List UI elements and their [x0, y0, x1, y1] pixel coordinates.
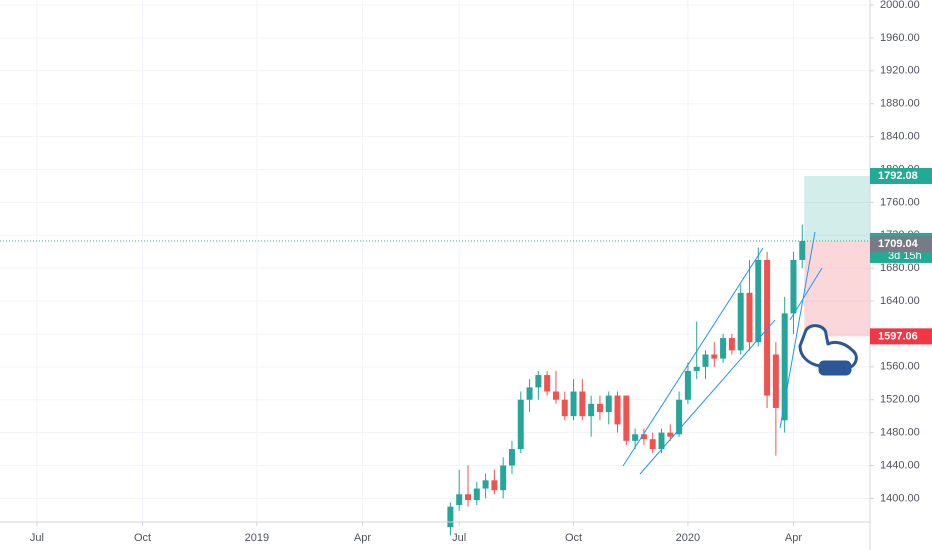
- candle-body: [632, 434, 639, 441]
- x-tick-label: 2020: [676, 532, 700, 544]
- trend-line: [622, 247, 764, 467]
- trend-lines: [622, 231, 823, 475]
- price-label: 1709.04: [878, 238, 919, 250]
- candle-body: [482, 480, 489, 489]
- candle-body: [764, 259, 771, 396]
- x-tick-label: Jul: [30, 532, 44, 544]
- y-tick-label: 1480.00: [880, 427, 920, 439]
- candle-body: [667, 432, 674, 437]
- price-label: 1597.06: [878, 330, 918, 342]
- candle-body: [702, 354, 709, 367]
- countdown-label: 3d 15h: [888, 250, 922, 262]
- candle-body: [464, 494, 471, 501]
- candle-body: [737, 292, 744, 351]
- x-tick-label: Apr: [354, 532, 371, 544]
- candle-body: [790, 259, 797, 314]
- candle-body: [711, 354, 718, 359]
- hand-shape: [798, 324, 858, 370]
- y-tick-label: 1920.00: [880, 65, 920, 77]
- candle-body: [684, 370, 691, 400]
- candle-body: [500, 465, 507, 491]
- y-tick-label: 1840.00: [880, 130, 920, 142]
- stop-zone: [804, 240, 870, 337]
- hand-icon: [798, 324, 858, 376]
- candle-body: [447, 506, 454, 528]
- x-tick-label: Oct: [565, 532, 582, 544]
- trend-line: [789, 267, 823, 321]
- candle-body: [658, 432, 665, 450]
- x-tick-label: Apr: [785, 532, 802, 544]
- price-label: 1792.08: [878, 170, 918, 182]
- candles: [447, 224, 806, 536]
- price-label-box: [870, 167, 932, 184]
- grid: [0, 0, 870, 522]
- y-tick-label: 1400.00: [880, 492, 920, 504]
- candle-body: [579, 391, 586, 417]
- trend-line: [779, 231, 816, 429]
- y-tick-label: 1560.00: [880, 361, 920, 373]
- candle-body: [772, 354, 779, 408]
- candle-body: [508, 449, 515, 466]
- candle-body: [649, 439, 656, 450]
- candle-body: [746, 292, 753, 343]
- y-tick-label: 2000.00: [880, 0, 920, 11]
- trend-line: [639, 319, 776, 475]
- candle-body: [456, 494, 463, 505]
- price-label-box: [870, 236, 932, 253]
- candle-body: [799, 241, 806, 260]
- candle-body: [676, 399, 683, 435]
- candle-body: [491, 480, 498, 491]
- candle-body: [755, 259, 762, 343]
- y-tick-label: 1960.00: [880, 32, 920, 44]
- position-box: [0, 175, 870, 337]
- candle-body: [781, 313, 788, 421]
- candle-body: [728, 338, 735, 351]
- candle-body: [473, 488, 480, 501]
- candle-body: [544, 375, 551, 392]
- candle-body: [570, 391, 577, 417]
- candle-body: [596, 403, 603, 413]
- y-tick-label: 1760.00: [880, 196, 920, 208]
- hand-cuff: [818, 360, 852, 376]
- y-tick-label: 1640.00: [880, 295, 920, 307]
- candle-body: [605, 395, 612, 413]
- y-tick-label: 1520.00: [880, 394, 920, 406]
- y-tick-label: 1440.00: [880, 459, 920, 471]
- candle-body: [535, 375, 542, 388]
- x-tick-label: 2019: [245, 532, 269, 544]
- candle-body: [693, 366, 700, 371]
- x-tick-label: Jul: [452, 532, 466, 544]
- y-tick-label: 1680.00: [880, 262, 920, 274]
- candle-body: [614, 395, 621, 425]
- candle-body: [720, 338, 727, 359]
- candle-body: [561, 399, 568, 417]
- candle-body: [640, 434, 647, 440]
- candle-body: [623, 395, 630, 441]
- candle-body: [526, 387, 533, 400]
- y-tick-label: 1880.00: [880, 98, 920, 110]
- candle-body: [588, 403, 595, 417]
- candle-body: [552, 391, 559, 400]
- price-label-box: [870, 328, 932, 345]
- candle-body: [517, 399, 524, 450]
- x-tick-label: Oct: [134, 532, 151, 544]
- target-zone: [804, 175, 870, 241]
